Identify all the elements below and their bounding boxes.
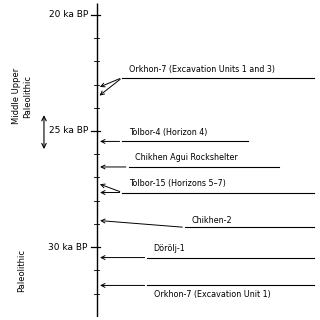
Text: Orkhon-7 (Excavation Units 1 and 3): Orkhon-7 (Excavation Units 1 and 3) (129, 65, 275, 74)
Text: Chikhen-2: Chikhen-2 (191, 216, 232, 225)
Text: Tolbor-15 (Horizons 5–7): Tolbor-15 (Horizons 5–7) (129, 179, 226, 188)
Text: Tolbor-4 (Horizon 4): Tolbor-4 (Horizon 4) (129, 128, 207, 137)
Text: 20 ka BP: 20 ka BP (49, 10, 88, 19)
Text: 30 ka BP: 30 ka BP (49, 243, 88, 252)
Text: Middle Upper
Paleolithic: Middle Upper Paleolithic (12, 68, 32, 124)
Text: Dörölj-1: Dörölj-1 (154, 244, 186, 253)
Text: Orkhon-7 (Excavation Unit 1): Orkhon-7 (Excavation Unit 1) (154, 290, 270, 299)
Text: Chikhen Agui Rockshelter: Chikhen Agui Rockshelter (135, 153, 238, 162)
Text: 25 ka BP: 25 ka BP (49, 126, 88, 135)
Text: Paleolithic: Paleolithic (18, 249, 27, 292)
